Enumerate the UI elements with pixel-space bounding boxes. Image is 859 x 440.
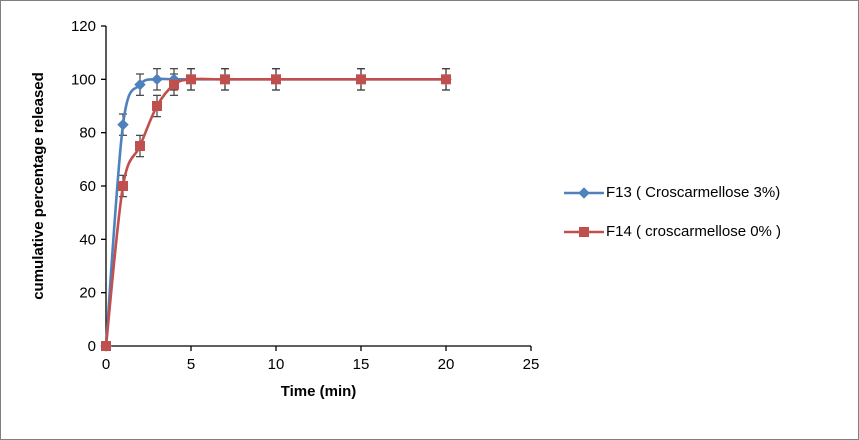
y-tick-label: 80 xyxy=(79,125,96,142)
y-tick-label: 20 xyxy=(79,285,96,302)
x-tick-label: 20 xyxy=(438,356,455,373)
series-line xyxy=(104,77,448,348)
y-tick-label: 0 xyxy=(88,338,96,355)
square-marker xyxy=(186,74,196,85)
diamond-marker xyxy=(134,78,146,91)
diamond-marker xyxy=(151,73,163,86)
legend-label: F13 ( Croscarmellose 3%) xyxy=(606,184,781,201)
legend-swatch xyxy=(564,186,604,199)
x-tick-label: 0 xyxy=(102,356,110,373)
square-marker xyxy=(356,74,366,85)
x-tick-label: 15 xyxy=(353,356,370,373)
line-chart: 0 5 10 15 20 25 0 20 40 60 80 100 120 Time (min) cumul… xyxy=(30,18,540,400)
x-tick-label: 10 xyxy=(268,356,285,373)
y-tick-label: 60 xyxy=(79,178,96,195)
square-marker xyxy=(135,141,145,151)
diamond-marker xyxy=(117,118,129,131)
legend-item: F14 ( croscarmellose 0% ) xyxy=(563,223,781,240)
square-marker xyxy=(101,341,111,351)
y-tick-label: 40 xyxy=(79,231,96,248)
square-marker xyxy=(271,74,281,85)
square-marker xyxy=(118,181,128,191)
x-axis-title: Time (min) xyxy=(281,383,357,400)
y-tick-label: 100 xyxy=(71,71,96,88)
legend-label: F14 ( croscarmellose 0% ) xyxy=(606,223,782,240)
x-tick-label: 25 xyxy=(523,356,540,373)
square-marker xyxy=(220,74,230,85)
square-marker xyxy=(152,101,162,111)
x-tick-label: 5 xyxy=(187,356,195,373)
square-marker xyxy=(169,79,179,90)
legend-swatch xyxy=(564,226,604,237)
diamond-marker xyxy=(578,186,590,199)
square-marker xyxy=(441,74,451,85)
square-marker xyxy=(579,226,589,237)
chart-legend: F13 ( Croscarmellose 3%) F14 ( croscarmel… xyxy=(563,184,781,240)
legend-item: F13 ( Croscarmellose 3%) xyxy=(563,184,781,201)
y-axis-title: cumulative percentage released xyxy=(30,72,47,300)
y-tick-label: 120 xyxy=(71,18,96,35)
series-line xyxy=(104,77,448,348)
